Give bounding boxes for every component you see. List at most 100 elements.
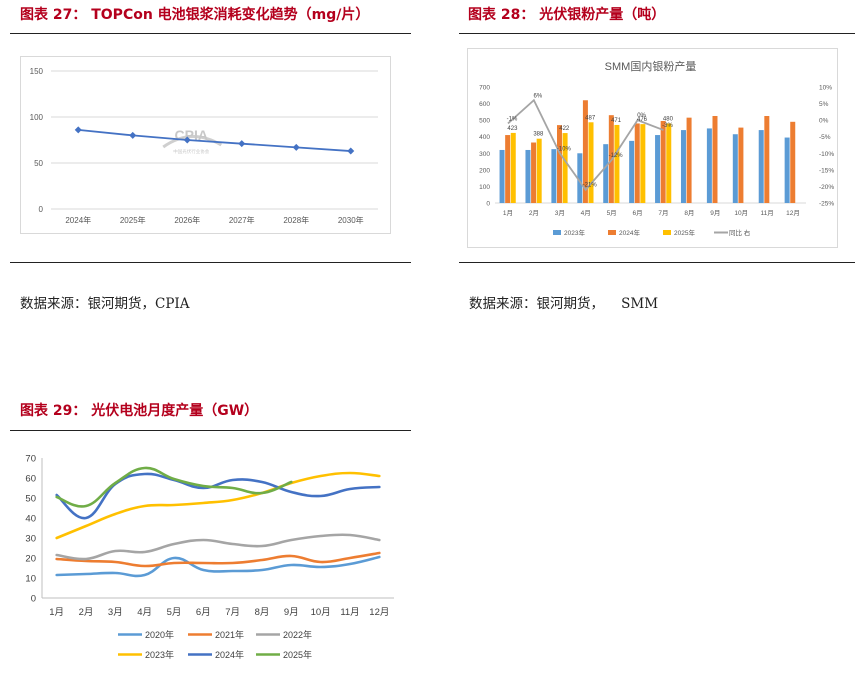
fig28-xtick-label: 11月 bbox=[761, 209, 774, 217]
fig29-xtick-label: 11月 bbox=[340, 607, 359, 618]
fig28-legend-label: 2025年 bbox=[674, 228, 695, 237]
fig28-bar-2024年 bbox=[505, 135, 511, 203]
fig29-ytick-label: 20 bbox=[25, 554, 36, 565]
fig28-chart-title: SMM国内银粉产量 bbox=[605, 59, 697, 73]
fig27-data-point bbox=[183, 136, 191, 144]
fig28-bar-2024年 bbox=[790, 121, 796, 203]
fig29-xtick-label: 3月 bbox=[108, 607, 123, 618]
fig29-legend-label: 2020年 bbox=[145, 629, 174, 640]
fig29-series-2023年 bbox=[55, 471, 381, 540]
fig27-chart-panel: 0 50 100 150 2024年 2025年 2026年 2027年 2028年 2030年 C… bbox=[20, 56, 391, 234]
fig27-ytick-label: 50 bbox=[34, 159, 43, 168]
fig27-bottom-rule bbox=[10, 262, 411, 263]
fig28-xtick-label: 1月 bbox=[503, 209, 513, 217]
fig28-y2tick-label: -10% bbox=[819, 151, 834, 158]
fig28-bar-2024年 bbox=[738, 127, 744, 203]
fig29-chart-panel: 0 10 20 30 40 50 60 70 1月 2月 3月 4月 5月 6月 7月 8月 9月 10月 11月 1… bbox=[10, 440, 411, 676]
fig29-legend-label: 2021年 bbox=[215, 629, 244, 640]
fig28-y2tick-label: 10% bbox=[819, 85, 832, 92]
fig27-data-point bbox=[292, 143, 300, 151]
fig28-xtick-label: 4月 bbox=[581, 209, 591, 217]
fig28-data-label-2025: 423 bbox=[507, 126, 518, 132]
fig29-xtick-label: 7月 bbox=[225, 607, 240, 618]
fig29-ytick-label: 70 bbox=[25, 454, 36, 465]
fig28-data-label-2025: 476 bbox=[637, 117, 648, 123]
fig29-series-2021年 bbox=[55, 551, 381, 568]
fig28-ytick-label: 0 bbox=[486, 201, 490, 208]
fig28-bar-2023年 bbox=[706, 128, 712, 203]
fig29-legend-label: 2022年 bbox=[283, 629, 312, 640]
fig29-header-rule bbox=[10, 430, 411, 431]
fig28-legend-label: 2023年 bbox=[564, 228, 585, 237]
fig28-xtick-label: 12月 bbox=[786, 209, 800, 217]
fig28-ytick-label: 600 bbox=[479, 101, 490, 108]
fig29-xtick-label: 10月 bbox=[311, 607, 331, 618]
fig27-ytick-label: 150 bbox=[30, 67, 44, 76]
fig28-bar-2025年 bbox=[640, 124, 646, 203]
fig28-bar-2023年 bbox=[551, 149, 557, 203]
fig28-legend-label: 2024年 bbox=[619, 228, 640, 237]
fig29-series-2020年 bbox=[55, 555, 381, 578]
fig27-ytick-label: 0 bbox=[39, 205, 44, 214]
fig28-data-label-2025: 388 bbox=[533, 132, 544, 138]
fig28-data-label-2025: 471 bbox=[611, 118, 622, 124]
fig28-bar-2023年 bbox=[680, 130, 686, 203]
fig28-bar-2025年 bbox=[614, 124, 620, 203]
fig28-xtick-label: 9月 bbox=[710, 209, 720, 217]
fig28-bar-2023年 bbox=[784, 137, 790, 203]
fig28-legend-swatch bbox=[663, 230, 671, 235]
fig29-ytick-label: 60 bbox=[25, 474, 36, 485]
cpia-watermark-sub: 中国光伏行业协会 bbox=[173, 148, 209, 155]
fig28-data-label-yoy: -21% bbox=[583, 183, 598, 189]
fig29-ytick-label: 0 bbox=[31, 594, 36, 605]
fig28-header-rule bbox=[459, 33, 855, 34]
fig29-ytick-label: 10 bbox=[25, 574, 36, 585]
fig29-xtick-label: 5月 bbox=[167, 607, 182, 618]
fig28-bar-2023年 bbox=[629, 140, 635, 203]
fig28-legend-label: 同比 右 bbox=[729, 228, 751, 237]
fig28-data-label-2025: 422 bbox=[559, 126, 570, 132]
fig28-bar-2024年 bbox=[531, 142, 537, 203]
fig28-bar-2023年 bbox=[499, 149, 505, 203]
fig28-bar-2024年 bbox=[556, 125, 562, 203]
fig28-y2tick-label: -25% bbox=[819, 201, 834, 208]
fig27-xtick-label: 2028年 bbox=[283, 215, 309, 225]
fig29-xtick-label: 12月 bbox=[369, 607, 389, 618]
fig28-xtick-label: 6月 bbox=[632, 209, 642, 217]
fig27-xtick-label: 2030年 bbox=[338, 215, 364, 225]
fig28-y2tick-label: -15% bbox=[819, 167, 834, 174]
fig28-chart: SMM国内银粉产量 0 100 200 300 400 500 600 700 10% 5% 0% -5… bbox=[479, 59, 834, 237]
fig28-yoy-line bbox=[507, 98, 664, 192]
fig28-ytick-label: 100 bbox=[479, 184, 490, 191]
fig27-data-point bbox=[238, 140, 246, 148]
fig29-ytick-label: 50 bbox=[25, 494, 36, 505]
fig29-series-2025年 bbox=[55, 466, 293, 508]
fig28-data-label-yoy: 0% bbox=[637, 113, 646, 119]
fig27-ytick-label: 100 bbox=[30, 113, 44, 122]
fig29-xtick-label: 4月 bbox=[137, 607, 152, 618]
fig27-xtick-label: 2027年 bbox=[229, 215, 255, 225]
fig28-xtick-label: 10月 bbox=[734, 209, 748, 217]
fig28-y2tick-label: 0% bbox=[819, 118, 829, 125]
fig28-chart-panel: SMM国内银粉产量 0 100 200 300 400 500 600 700 10% 5% 0% -5… bbox=[467, 48, 838, 248]
fig27-series-line bbox=[78, 128, 351, 152]
fig28-data-label-yoy: -1% bbox=[507, 116, 518, 122]
fig29-xtick-label: 6月 bbox=[196, 607, 211, 618]
fig28-xtick-label: 2月 bbox=[529, 209, 539, 217]
fig28-xtick-label: 5月 bbox=[607, 209, 617, 217]
fig27-header: 图表 27： TOPCon 电池银浆消耗变化趋势（mg/片） bbox=[20, 7, 370, 23]
fig27-data-point bbox=[347, 147, 355, 155]
fig28-y2tick-label: -5% bbox=[819, 134, 831, 141]
fig28-bar-2024年 bbox=[764, 116, 770, 203]
fig29-ytick-label: 40 bbox=[25, 514, 36, 525]
fig28-xtick-label: 3月 bbox=[555, 209, 565, 217]
fig28-ytick-label: 300 bbox=[479, 151, 490, 158]
fig28-bar-2023年 bbox=[758, 130, 764, 203]
fig28-bottom-rule bbox=[459, 262, 855, 263]
fig29-xtick-label: 9月 bbox=[284, 607, 299, 618]
fig29-ytick-label: 30 bbox=[25, 534, 36, 545]
fig29-xtick-label: 8月 bbox=[255, 607, 270, 618]
fig29-chart: 0 10 20 30 40 50 60 70 1月 2月 3月 4月 5月 6月 7月 8月 9月 10月 11月 1… bbox=[25, 454, 394, 660]
fig28-bar-2023年 bbox=[603, 144, 609, 203]
fig28-bar-2024年 bbox=[634, 123, 640, 203]
